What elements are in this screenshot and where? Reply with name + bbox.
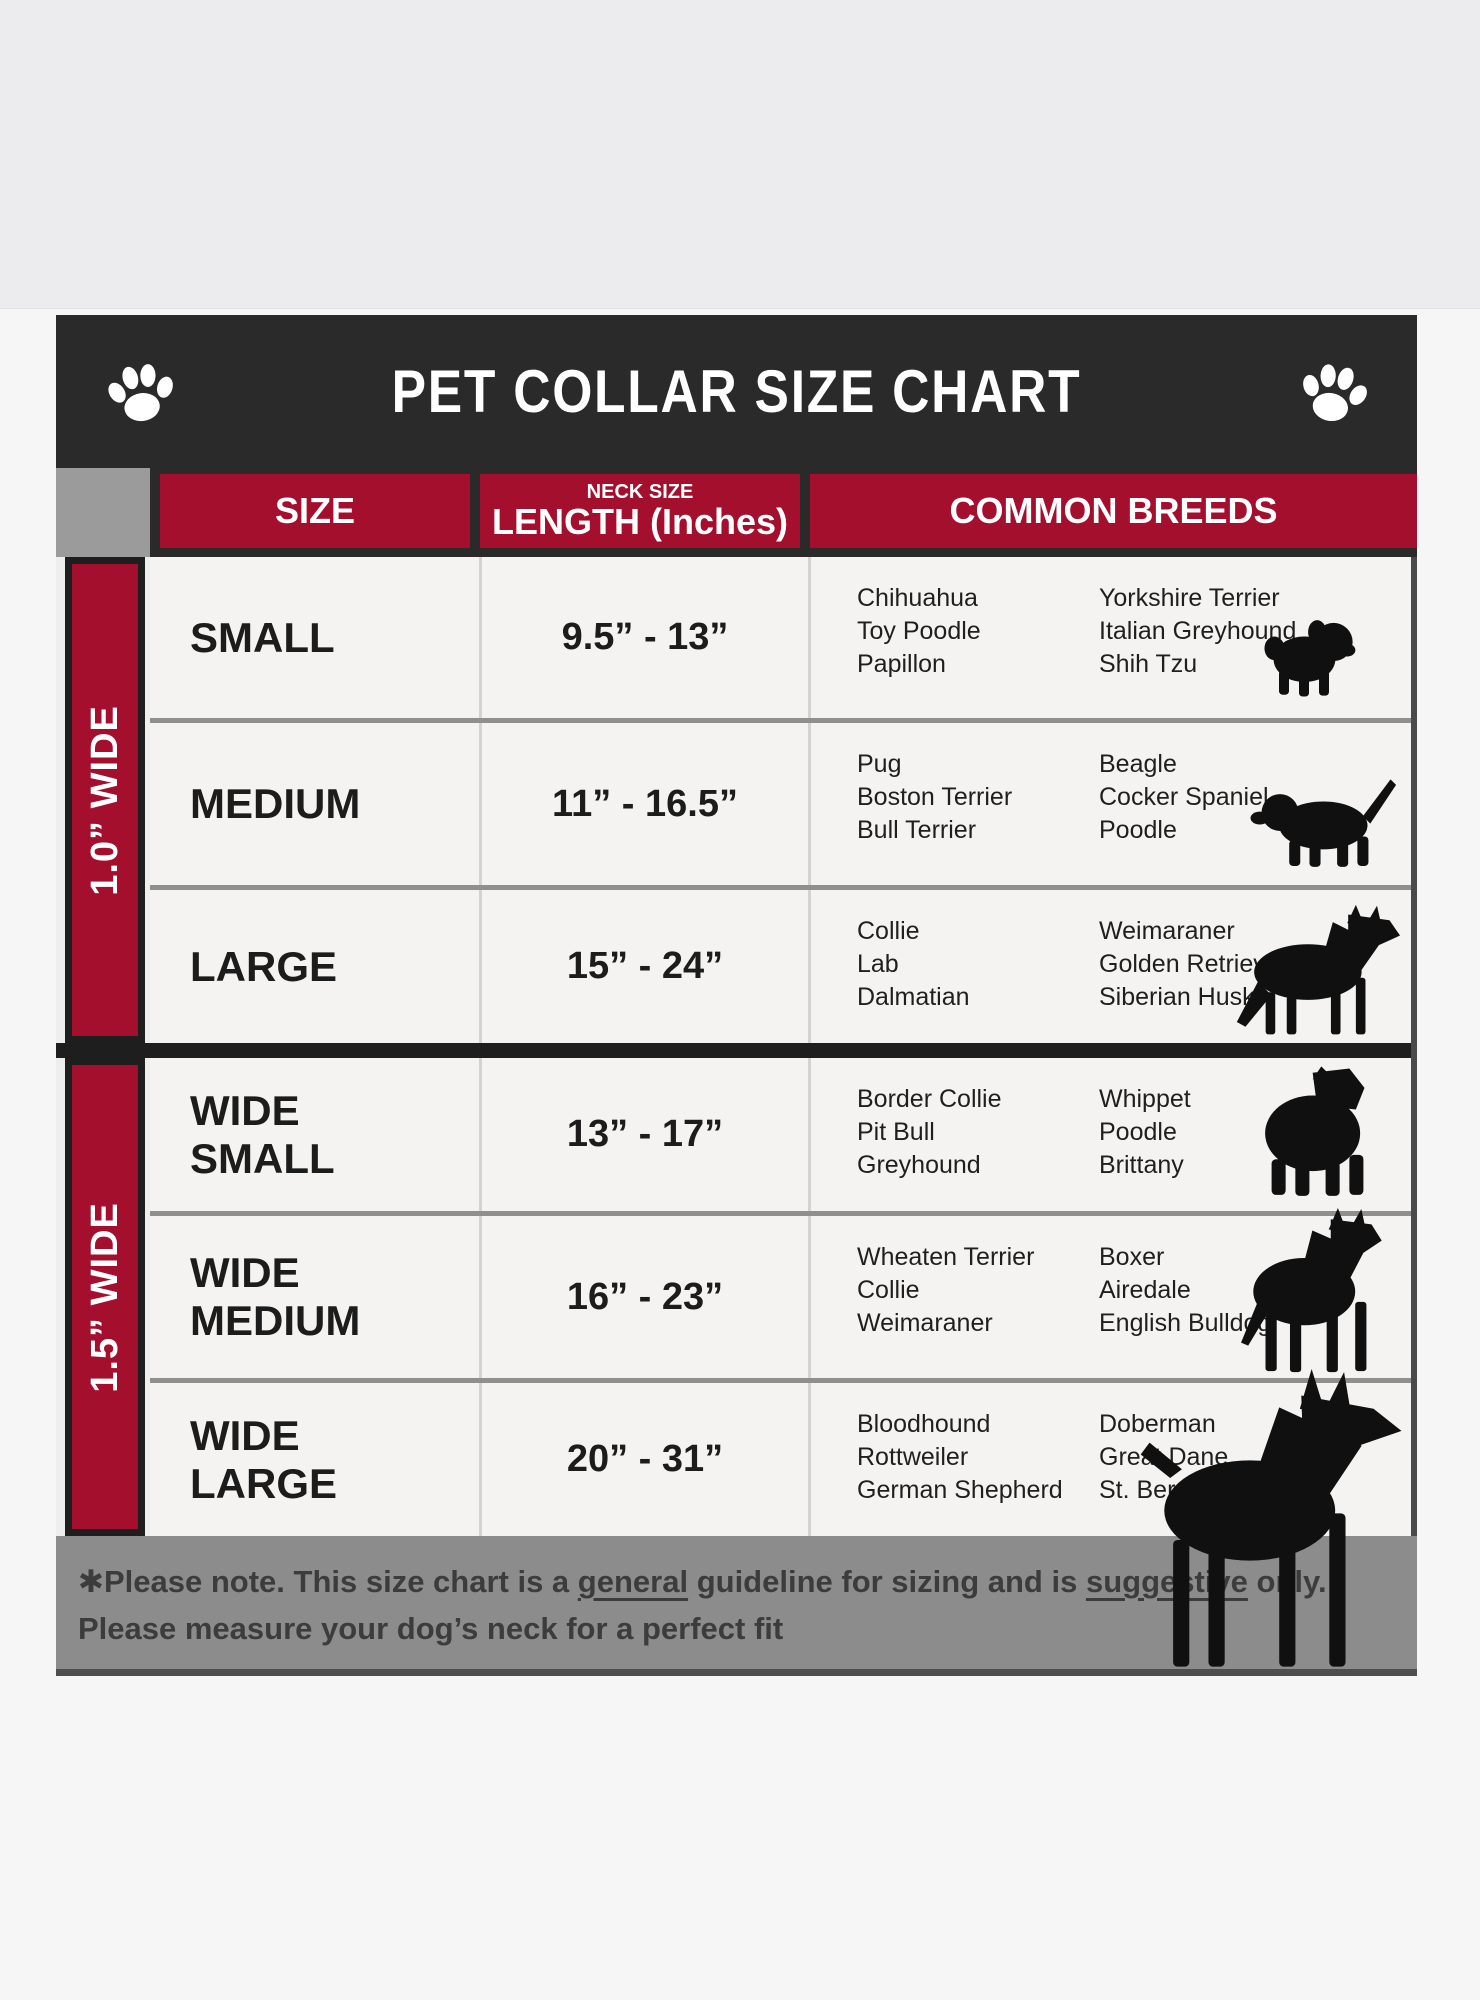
column-header-length-label: LENGTH (Inches) [491,501,788,542]
table-row-medium: MEDIUM 11” - 16.5” Pug Boston Terrier Bu… [150,718,1411,885]
paw-icon [1303,363,1367,421]
page-top-band [0,0,1480,309]
breeds-cell: Collie Lab Dalmatian Weimaraner Golden R… [808,890,1411,1043]
column-header-row: SIZE NECK SIZE LENGTH (Inches) COMMON BR… [56,468,1417,557]
table-row-small: SMALL 9.5” - 13” Chihuahua Toy Poodle Pa… [150,557,1411,718]
table-row-wide-large: WIDE LARGE 20” - 31” Bloodhound Rottweil… [150,1369,1411,1667]
footer-note: ✱Please note. This size chart is a gener… [56,1536,1417,1676]
table-row-large: LARGE 15” - 24” Collie Lab Dalmatian Wei… [150,885,1411,1043]
breeds-cell: Border Collie Pit Bull Greyhound Whippet… [808,1058,1411,1211]
footer-note-line-1: ✱Please note. This size chart is a gener… [78,1564,1327,1599]
table-row-wide-small: WIDE SMALL 13” - 17” Border Collie Pit B… [150,1058,1411,1211]
breeds-list-left: Border Collie Pit Bull Greyhound [857,1085,1002,1179]
group-label-1-5-inch: 1.5” WIDE [83,1201,126,1393]
breeds-list-left: Bloodhound Rottweiler German Shepherd [857,1410,1063,1504]
neck-length-value: 20” - 31” [479,1383,808,1536]
group-label-1-inch: 1.0” WIDE [83,704,126,896]
column-header-length: NECK SIZE LENGTH (Inches) [480,474,800,548]
section-divider [56,1043,150,1058]
breeds-list-right: Beagle Cocker Spaniel Poodle [1099,750,1269,844]
pit-bull-dog-icon [1265,1066,1365,1196]
neck-length-value: 16” - 23” [479,1216,808,1378]
breeds-cell: Wheaten Terrier Collie Weimaraner Boxer … [808,1207,1411,1378]
breeds-list-left: Chihuahua Toy Poodle Papillon [857,584,981,678]
section-divider [150,1043,1411,1058]
neck-length-value: 11” - 16.5” [479,723,808,885]
group-band-1-inch: 1.0” WIDE [65,557,145,1043]
shepherd-dog-icon [1236,904,1401,1035]
width-group-column: 1.0” WIDE 1.5” WIDE [56,557,150,1536]
breeds-list-right: Yorkshire Terrier Italian Greyhound Shih… [1099,584,1297,678]
breeds-cell: Bloodhound Rottweiler German Shepherd Do… [808,1369,1411,1667]
breeds-list-right: Boxer Airedale English Bulldog [1099,1243,1272,1337]
beagle-dog-icon [1250,779,1397,868]
chart-title: PET COLLAR SIZE CHART [391,358,1082,425]
neck-length-value: 9.5” - 13” [479,557,808,718]
paw-icon [108,363,173,421]
chart-title-bar: PET COLLAR SIZE CHART [56,315,1417,468]
breeds-list-left: Collie Lab Dalmatian [857,917,970,1011]
size-label: SMALL [190,613,335,661]
column-header-neck-size: NECK SIZE [586,481,694,503]
neck-length-value: 13” - 17” [479,1058,808,1211]
size-label: WIDE LARGE [190,1411,337,1507]
corner-cell [56,468,150,557]
pet-collar-size-chart: PET COLLAR SIZE CHART SIZE NECK SIZE LEN… [56,315,1417,1676]
size-label: WIDE SMALL [190,1086,335,1182]
shih-tzu-dog-icon [1264,619,1356,697]
table-row-wide-medium: WIDE MEDIUM 16” - 23” Wheaten Terrier Co… [150,1207,1411,1378]
breeds-cell: Chihuahua Toy Poodle Papillon Yorkshire … [808,557,1411,718]
size-label: WIDE MEDIUM [190,1249,361,1344]
column-header-size: SIZE [160,474,470,548]
breeds-list-left: Wheaten Terrier Collie Weimaraner [857,1243,1035,1337]
boxer-dog-icon [1241,1207,1382,1372]
size-label: MEDIUM [190,780,361,827]
footer-note-line-2: Please measure your dog’s neck for a per… [78,1611,784,1646]
breeds-list-left: Pug Boston Terrier Bull Terrier [857,750,1013,844]
neck-length-value: 15” - 24” [479,890,808,1043]
breeds-list-right: Weimaraner Golden Retriever Siberian Hus… [1099,917,1288,1011]
size-rows: SMALL 9.5” - 13” Chihuahua Toy Poodle Pa… [150,557,1411,1667]
size-label: LARGE [190,942,337,990]
column-header-breeds: COMMON BREEDS [810,474,1417,548]
breeds-list-right: Whippet Poodle Brittany [1099,1085,1191,1179]
doberman-dog-icon [1140,1369,1402,1667]
chart-body: 1.0” WIDE 1.5” WIDE SMALL 9.5” - 13” Chi… [56,557,1417,1667]
breeds-cell: Pug Boston Terrier Bull Terrier Beagle C… [808,723,1411,885]
group-band-1-5-inch: 1.5” WIDE [65,1058,145,1536]
